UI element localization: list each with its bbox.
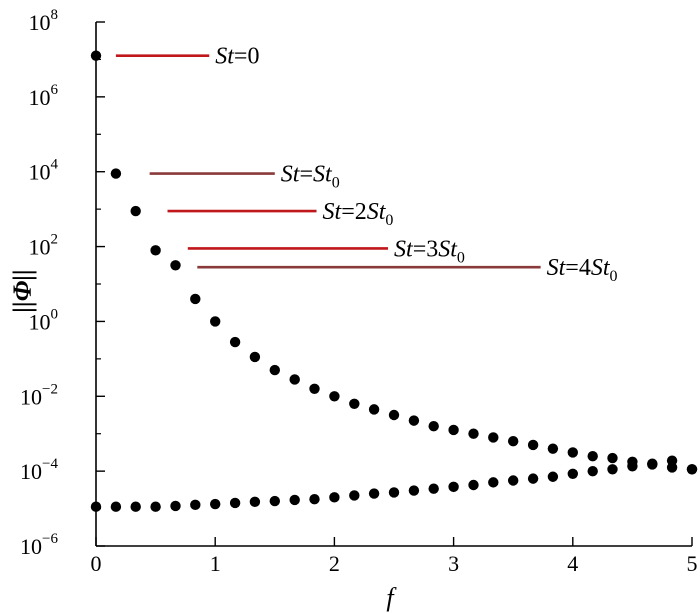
data-point xyxy=(567,468,578,479)
data-point xyxy=(508,436,519,447)
x-tick-label: 3 xyxy=(448,551,459,576)
data-points xyxy=(90,50,698,512)
data-point xyxy=(388,409,400,421)
data-point xyxy=(388,487,400,498)
data-point xyxy=(289,494,300,506)
data-point xyxy=(607,452,618,464)
data-point xyxy=(508,475,519,486)
x-tick-label: 1 xyxy=(210,551,221,576)
data-point xyxy=(349,490,360,501)
data-point xyxy=(150,245,161,256)
data-point xyxy=(368,488,380,499)
data-point xyxy=(130,501,141,512)
data-point xyxy=(547,471,559,482)
data-point xyxy=(190,293,201,305)
data-point xyxy=(309,494,320,505)
data-point xyxy=(408,415,420,426)
annotation-label: St=St0 xyxy=(281,162,340,192)
data-point xyxy=(309,383,320,394)
data-point xyxy=(408,485,420,496)
data-point xyxy=(448,424,459,436)
annotation-label: St=2St0 xyxy=(323,199,394,229)
data-point xyxy=(210,498,221,510)
data-point xyxy=(130,205,141,217)
data-point xyxy=(90,501,102,512)
data-point xyxy=(428,421,439,432)
data-point xyxy=(90,50,102,61)
data-point xyxy=(686,464,698,475)
data-point xyxy=(150,501,161,512)
x-axis-ticks: 0 1 2 3 4 5 xyxy=(91,537,698,576)
y-tick-label: 108 xyxy=(29,7,59,35)
data-point xyxy=(627,461,638,472)
data-point xyxy=(587,450,598,462)
data-point xyxy=(170,260,181,271)
data-point xyxy=(229,336,241,348)
x-tick-label: 5 xyxy=(687,551,698,576)
data-point xyxy=(567,447,578,458)
data-point xyxy=(170,500,181,512)
x-tick-label: 0 xyxy=(91,551,102,576)
data-point xyxy=(527,439,539,451)
data-point xyxy=(368,404,380,415)
data-point xyxy=(249,496,261,508)
data-point xyxy=(269,495,280,507)
y-tick-label: 102 xyxy=(29,232,59,260)
data-point xyxy=(428,483,439,494)
data-point xyxy=(527,473,539,484)
data-point xyxy=(666,455,678,466)
x-axis-title: f xyxy=(386,583,397,612)
y-axis-ticks: 108 106 104 102 100 10−2 10−4 10−6 xyxy=(20,7,105,559)
data-point xyxy=(647,458,658,469)
data-point xyxy=(269,364,280,376)
data-point xyxy=(468,479,479,491)
data-point xyxy=(210,316,221,327)
data-point xyxy=(329,391,340,402)
data-point xyxy=(190,499,201,511)
y-tick-label: 10−2 xyxy=(20,381,58,409)
annotation-label: St=0 xyxy=(215,44,259,70)
x-tick-label: 2 xyxy=(329,551,340,576)
data-point xyxy=(488,477,499,488)
data-point xyxy=(607,464,618,475)
y-tick-label: 104 xyxy=(29,157,59,185)
y-tick-label: 100 xyxy=(29,306,59,334)
annotation-label: St=4St0 xyxy=(547,255,618,285)
data-point xyxy=(110,168,122,179)
y-tick-label: 10−6 xyxy=(20,531,58,559)
y-axis-title: ||Φ|| xyxy=(8,269,37,312)
data-point xyxy=(349,398,360,409)
data-point xyxy=(587,465,598,477)
data-point xyxy=(547,443,559,454)
x-tick-label: 4 xyxy=(567,551,578,576)
data-point xyxy=(249,351,261,363)
data-point xyxy=(289,374,300,385)
data-point xyxy=(448,481,459,493)
annotation-label: St=3St0 xyxy=(394,236,465,266)
data-point xyxy=(468,428,479,439)
data-point xyxy=(329,492,340,503)
y-tick-label: 10−4 xyxy=(20,456,58,484)
data-point xyxy=(110,501,122,512)
data-point xyxy=(229,497,241,509)
data-point xyxy=(488,432,499,443)
axes xyxy=(95,22,692,547)
y-tick-label: 106 xyxy=(29,82,59,110)
